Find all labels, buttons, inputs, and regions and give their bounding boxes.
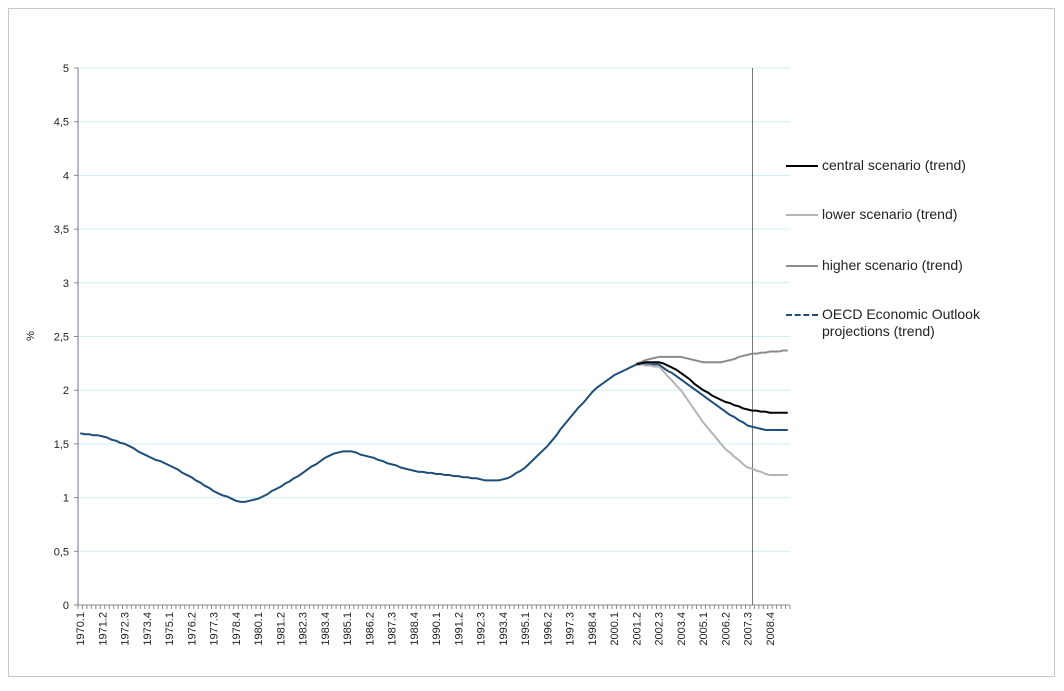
x-tick-label: 1990.1 (431, 612, 443, 646)
y-tick-label: 0,5 (54, 546, 69, 558)
y-tick-label: 4 (63, 170, 69, 182)
x-tick-label: 1982.3 (298, 612, 310, 646)
y-tick-label: 2,5 (54, 332, 69, 344)
legend-key (786, 214, 818, 216)
x-tick-label: 2008.4 (765, 612, 777, 646)
x-tick-label: 1976.2 (186, 612, 198, 646)
series-line (636, 363, 788, 477)
y-tick-label: 2 (63, 385, 69, 397)
y-tick-label: 3 (63, 278, 69, 290)
legend-item: lower scenario (trend) (786, 206, 1026, 223)
x-tick-label: 2007.3 (743, 612, 755, 646)
legend-item: higher scenario (trend) (786, 257, 1026, 274)
x-tick-label: 1998.4 (587, 612, 599, 646)
legend-key (786, 265, 818, 267)
y-tick-label: 3,5 (54, 224, 69, 236)
x-tick-label: 1981.2 (275, 612, 287, 646)
x-tick-label: 1971.2 (97, 612, 109, 646)
legend-label: OECD Economic Outlook projections (trend… (822, 306, 980, 339)
x-tick-label: 1985.1 (342, 612, 354, 646)
x-tick-label: 1992.3 (476, 612, 488, 646)
chart-frame (8, 8, 1055, 677)
x-tick-label: 2002.3 (654, 612, 666, 646)
series-line (636, 349, 788, 365)
series-line (636, 361, 788, 414)
x-tick-label: 1978.4 (231, 612, 243, 646)
x-tick-label: 1997.3 (565, 612, 577, 646)
y-tick-label: 1 (63, 493, 69, 505)
y-tick-label: 4,5 (54, 117, 69, 129)
x-tick-label: 1975.1 (164, 612, 176, 646)
legend-key (786, 314, 818, 316)
y-tick-label: 0 (63, 600, 69, 612)
legend-label: lower scenario (trend) (822, 206, 958, 222)
y-tick-label: 1,5 (54, 439, 69, 451)
x-tick-label: 1987.3 (387, 612, 399, 646)
x-tick-label: 2005.1 (698, 612, 710, 646)
x-tick-label: 1991.2 (453, 612, 465, 646)
y-tick-label: 5 (63, 63, 69, 75)
x-tick-label: 1993.4 (498, 612, 510, 646)
x-tick-label: 1995.1 (520, 612, 532, 646)
series-line (79, 363, 788, 503)
y-axis-label: % (25, 331, 37, 341)
x-tick-label: 2000.1 (609, 612, 621, 646)
legend-item: OECD Economic Outlook projections (trend… (786, 306, 1026, 340)
legend-label: higher scenario (trend) (822, 257, 963, 273)
x-tick-label: 1986.2 (364, 612, 376, 646)
x-tick-label: 1996.2 (542, 612, 554, 646)
x-tick-label: 1983.4 (320, 612, 332, 646)
x-tick-label: 1972.3 (120, 612, 132, 646)
x-tick-label: 1980.1 (253, 612, 265, 646)
x-tick-label: 1977.3 (209, 612, 221, 646)
legend-label: central scenario (trend) (822, 157, 966, 173)
x-tick-label: 1973.4 (142, 612, 154, 646)
x-tick-label: 1970.1 (75, 612, 87, 646)
x-tick-label: 1988.4 (409, 612, 421, 646)
x-tick-label: 2006.2 (720, 612, 732, 646)
legend-item: central scenario (trend) (786, 157, 1026, 174)
x-tick-label: 2001.2 (631, 612, 643, 646)
x-tick-label: 2003.4 (676, 612, 688, 646)
legend-key (786, 165, 818, 167)
